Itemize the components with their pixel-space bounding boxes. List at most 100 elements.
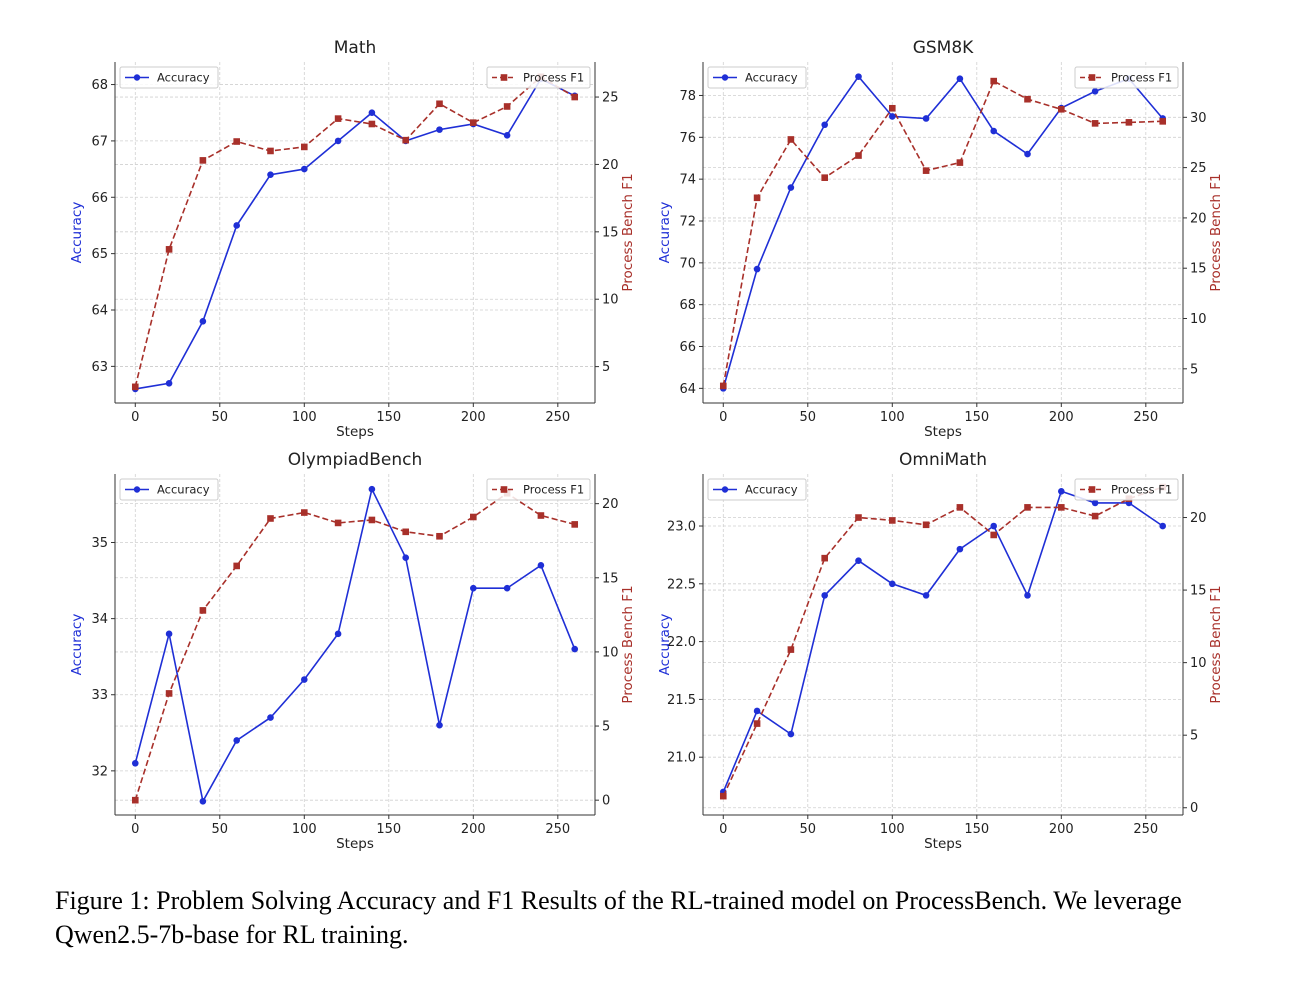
y-tick-label-left: 22.0: [667, 635, 696, 650]
legend-accuracy-label: Accuracy: [745, 483, 798, 497]
x-tick-label: 150: [964, 822, 989, 837]
accuracy-point: [956, 75, 964, 83]
process-f1-point: [571, 521, 579, 528]
accuracy-point: [131, 759, 139, 767]
y-tick-label-right: 15: [602, 225, 619, 240]
y-axis-label-left: Accuracy: [657, 202, 673, 264]
accuracy-point: [787, 730, 795, 738]
process-f1-point: [300, 509, 308, 516]
process-f1-point: [956, 504, 964, 511]
accuracy-point: [334, 137, 342, 145]
legend-accuracy-label: Accuracy: [745, 71, 798, 85]
legend-process-f1-marker: [500, 74, 508, 81]
y-tick-label-right: 25: [602, 91, 619, 106]
accuracy-point: [300, 676, 308, 683]
process-f1-point: [719, 382, 727, 390]
x-tick-label: 50: [800, 822, 817, 837]
x-tick-label: 150: [376, 410, 401, 425]
accuracy-point: [233, 737, 240, 744]
process-f1-point: [131, 796, 139, 804]
process-f1-point: [300, 143, 308, 151]
legend-accuracy-marker: [133, 74, 141, 81]
process-f1-point: [199, 157, 207, 164]
legend-box: [119, 66, 219, 89]
x-tick-label: 100: [292, 410, 317, 425]
accuracy-point: [1091, 87, 1099, 95]
chart-panel-1: 0 50 100 150 200 250 64 66 68 70 72 74 76 78 5 10 15 20 25…: [657, 38, 1224, 440]
x-tick-label: 0: [719, 410, 727, 425]
accuracy-point: [233, 222, 240, 229]
x-tick-label: 50: [212, 410, 229, 425]
process-f1-point: [888, 104, 896, 112]
chart-title: OmniMath: [899, 450, 987, 470]
y-tick-label-left: 34: [91, 612, 108, 627]
legend-process-f1-marker: [500, 486, 508, 493]
accuracy-point: [956, 545, 964, 553]
x-axis-label: Steps: [336, 424, 374, 440]
process-f1-point: [1125, 119, 1133, 126]
process-f1-point: [787, 646, 795, 653]
process-f1-point: [753, 720, 761, 727]
process-f1-point: [199, 607, 207, 614]
x-tick-label: 100: [292, 822, 317, 837]
y-tick-label-right: 30: [1190, 111, 1207, 126]
process-f1-point: [436, 100, 443, 108]
chart-title: Math: [334, 38, 377, 58]
x-tick-label: 250: [1133, 822, 1158, 837]
process-f1-point: [267, 147, 274, 155]
accuracy-point: [1058, 488, 1065, 495]
x-tick-label: 100: [880, 410, 905, 425]
accuracy-point: [922, 592, 930, 599]
x-tick-label: 200: [1049, 410, 1074, 425]
charts-figure: 0 50 100 150 200 250636465666768510152025Math…: [69, 38, 1224, 852]
accuracy-point: [537, 562, 545, 569]
y-tick-label-right: 20: [1190, 511, 1207, 526]
accuracy-point: [787, 184, 795, 191]
x-tick-label: 200: [1049, 822, 1074, 837]
accuracy-point: [821, 121, 828, 129]
legend-box: [486, 66, 591, 89]
process-f1-point: [990, 531, 998, 539]
y-tick-label-left: 66: [91, 191, 108, 206]
legend-process-f1: Process F1: [486, 66, 591, 89]
x-axis-label: Steps: [924, 836, 962, 852]
series-line-process-f1: [134, 492, 575, 801]
accuracy-point: [300, 165, 308, 173]
legend-accuracy: Accuracy: [119, 478, 219, 501]
process-f1-point: [1091, 120, 1099, 127]
x-tick-label: 0: [131, 410, 139, 425]
chart-title: GSM8K: [913, 38, 974, 58]
process-f1-point: [787, 136, 795, 143]
legend-process-f1-marker: [1088, 74, 1096, 81]
y-tick-label-right: 15: [602, 571, 619, 586]
process-f1-point: [888, 517, 896, 524]
process-f1-point: [922, 167, 930, 174]
x-tick-label: 100: [880, 822, 905, 837]
chart-title: OlympiadBench: [288, 450, 422, 470]
accuracy-point: [199, 317, 207, 325]
y-tick-label-right: 0: [1190, 801, 1198, 816]
accuracy-point: [1024, 150, 1031, 158]
y-tick-label-right: 20: [602, 158, 619, 173]
legend-accuracy: Accuracy: [707, 478, 807, 501]
y-axis-label-left: Accuracy: [69, 202, 85, 264]
y-tick-label-right: 10: [1190, 656, 1207, 671]
accuracy-point: [753, 707, 761, 715]
legend-box: [707, 66, 807, 89]
x-tick-label: 150: [964, 410, 989, 425]
accuracy-point: [334, 630, 342, 638]
series-line-accuracy: [134, 486, 576, 804]
accuracy-point: [165, 630, 173, 638]
legend-accuracy-label: Accuracy: [157, 71, 210, 85]
process-f1-point: [334, 115, 342, 122]
y-tick-label-left: 23.0: [667, 520, 696, 535]
legend-accuracy-label: Accuracy: [157, 483, 210, 497]
series-line-process-f1: [134, 75, 576, 387]
y-axis-label-right: Process Bench F1: [620, 585, 636, 703]
accuracy-point: [470, 584, 477, 592]
accuracy-point: [503, 584, 511, 592]
legend-process-f1: Process F1: [1074, 66, 1179, 89]
legend-box: [1074, 478, 1179, 501]
process-f1-point: [503, 103, 511, 110]
y-axis-label-right: Process Bench F1: [1208, 585, 1224, 703]
